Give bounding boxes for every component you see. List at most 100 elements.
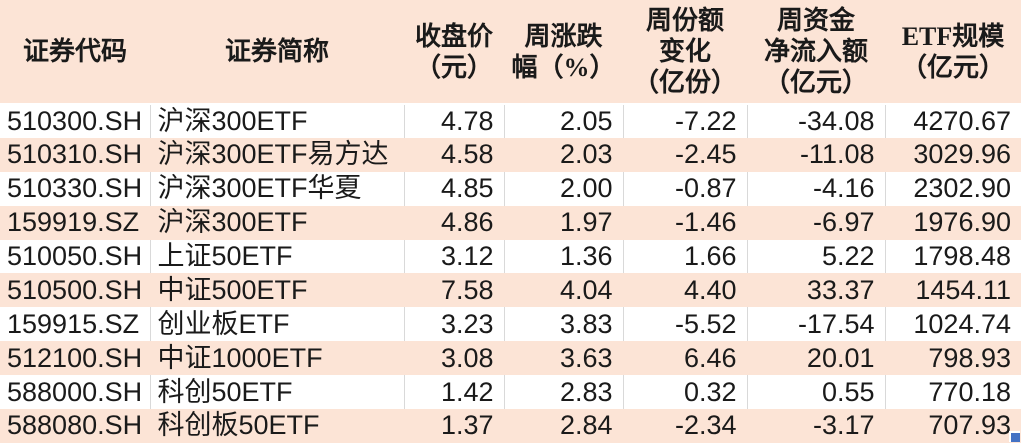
cell-name[interactable]: 科创50ETF bbox=[150, 375, 405, 410]
cell-name[interactable]: 科创板50ETF bbox=[150, 409, 405, 443]
cell-name[interactable]: 沪深300ETF bbox=[150, 104, 405, 138]
cell-name[interactable]: 创业板ETF bbox=[150, 307, 405, 342]
cell-week-chg[interactable]: 2.00 bbox=[504, 171, 624, 206]
cell-scale[interactable]: 770.18 bbox=[885, 375, 1021, 410]
cell-close[interactable]: 1.42 bbox=[404, 375, 505, 410]
cell-code[interactable]: 159919.SZ bbox=[0, 205, 151, 240]
cell-code[interactable]: 510330.SH bbox=[0, 171, 151, 206]
cell-net-inflow[interactable]: 33.37 bbox=[747, 273, 886, 308]
table-row: 510330.SH 沪深300ETF华夏 4.85 2.00 -0.87 -4.16 230… bbox=[0, 171, 1021, 206]
cell-week-chg[interactable]: 2.03 bbox=[504, 137, 624, 172]
table-row: 510050.SH 上证50ETF 3.12 1.36 1.66 5.22 1798.48 bbox=[0, 239, 1021, 274]
cell-code[interactable]: 510050.SH bbox=[0, 239, 151, 274]
cell-week-chg[interactable]: 3.83 bbox=[504, 307, 624, 342]
cell-close[interactable]: 4.78 bbox=[404, 104, 505, 138]
cell-close[interactable]: 7.58 bbox=[404, 273, 505, 308]
column-header-scale[interactable]: ETF规模 （亿元） bbox=[885, 0, 1021, 105]
cell-scale[interactable]: 707.93 bbox=[885, 409, 1021, 443]
header-line: 变化 bbox=[658, 37, 711, 66]
column-header-week-chg[interactable]: 周涨跌 幅（%） bbox=[504, 0, 623, 105]
cell-share-chg[interactable]: -5.52 bbox=[623, 307, 748, 342]
column-header-close[interactable]: 收盘价 （元） bbox=[404, 0, 504, 105]
cell-net-inflow[interactable]: 5.22 bbox=[747, 239, 886, 274]
header-line: （亿元） bbox=[763, 68, 868, 97]
cell-scale[interactable]: 3029.96 bbox=[885, 137, 1021, 172]
table-row: 159919.SZ 沪深300ETF 4.86 1.97 -1.46 -6.97 1976.… bbox=[0, 205, 1021, 240]
cell-share-chg[interactable]: 1.66 bbox=[623, 239, 748, 274]
cell-week-chg[interactable]: 1.97 bbox=[504, 205, 624, 240]
header-line: 证券简称 bbox=[224, 37, 329, 66]
cell-week-chg[interactable]: 4.04 bbox=[504, 273, 624, 308]
column-header-net-inflow[interactable]: 周资金 净流入额 （亿元） bbox=[747, 0, 885, 105]
cell-share-chg[interactable]: 6.46 bbox=[623, 341, 748, 376]
table-row: 588080.SH 科创板50ETF 1.37 2.84 -2.34 -3.17 707.9… bbox=[0, 409, 1021, 443]
header-line: （元） bbox=[414, 52, 493, 82]
cell-close[interactable]: 4.86 bbox=[404, 205, 505, 240]
cell-close[interactable]: 3.12 bbox=[404, 239, 505, 274]
cell-code[interactable]: 510500.SH bbox=[0, 273, 151, 308]
cell-name[interactable]: 沪深300ETF华夏 bbox=[150, 171, 405, 206]
cell-net-inflow[interactable]: -11.08 bbox=[747, 137, 886, 172]
header-row: 证券代码 证券简称 收盘价 （元） 周涨跌 幅（%） 周份额 变化 （亿份） 周资金 净流入额 （亿元… bbox=[0, 0, 1021, 105]
table-row: 512100.SH 中证1000ETF 3.08 3.63 6.46 20.01 798.9… bbox=[0, 341, 1021, 376]
cell-name[interactable]: 沪深300ETF bbox=[150, 205, 405, 240]
cell-share-chg[interactable]: -1.46 bbox=[623, 205, 748, 240]
cell-share-chg[interactable]: -2.45 bbox=[623, 137, 748, 172]
column-header-share-chg[interactable]: 周份额 变化 （亿份） bbox=[623, 0, 747, 105]
cell-net-inflow[interactable]: 0.55 bbox=[747, 375, 886, 410]
cell-net-inflow[interactable]: -3.17 bbox=[747, 409, 886, 443]
cell-net-inflow[interactable]: 20.01 bbox=[747, 341, 886, 376]
cell-close[interactable]: 3.08 bbox=[404, 341, 505, 376]
cell-close[interactable]: 4.85 bbox=[404, 171, 505, 206]
cell-scale[interactable]: 1976.90 bbox=[885, 205, 1021, 240]
cell-share-chg[interactable]: -0.87 bbox=[623, 171, 748, 206]
cell-share-chg[interactable]: -7.22 bbox=[623, 104, 748, 138]
cell-share-chg[interactable]: 4.40 bbox=[623, 273, 748, 308]
header-line: 周资金 bbox=[776, 6, 855, 35]
cell-week-chg[interactable]: 2.83 bbox=[504, 375, 624, 410]
cell-net-inflow[interactable]: -6.97 bbox=[747, 205, 886, 240]
cell-scale[interactable]: 4270.67 bbox=[885, 104, 1021, 138]
cell-name[interactable]: 沪深300ETF易方达 bbox=[150, 137, 405, 172]
cell-week-chg[interactable]: 2.05 bbox=[504, 104, 624, 138]
cell-name[interactable]: 上证50ETF bbox=[150, 239, 405, 274]
header-line: （亿份） bbox=[632, 68, 737, 97]
cell-name[interactable]: 中证500ETF bbox=[150, 273, 405, 308]
column-header-name[interactable]: 证券简称 bbox=[150, 0, 404, 105]
cell-scale[interactable]: 1798.48 bbox=[885, 239, 1021, 274]
header-line: ETF规模 bbox=[901, 21, 1005, 51]
header-line: 周涨跌 bbox=[524, 21, 603, 51]
header-line: 净流入额 bbox=[763, 37, 868, 66]
cell-code[interactable]: 588080.SH bbox=[0, 409, 151, 443]
cell-code[interactable]: 159915.SZ bbox=[0, 307, 151, 342]
cell-close[interactable]: 3.23 bbox=[404, 307, 505, 342]
cell-name[interactable]: 中证1000ETF bbox=[150, 341, 405, 376]
cell-scale[interactable]: 2302.90 bbox=[885, 171, 1021, 206]
header-line: 周份额 bbox=[645, 6, 724, 35]
cell-scale[interactable]: 798.93 bbox=[885, 341, 1021, 376]
header-line: （亿元） bbox=[900, 52, 1005, 82]
cell-net-inflow[interactable]: -17.54 bbox=[747, 307, 886, 342]
cell-net-inflow[interactable]: -34.08 bbox=[747, 104, 886, 138]
cell-net-inflow[interactable]: -4.16 bbox=[747, 171, 886, 206]
column-header-code[interactable]: 证券代码 bbox=[0, 0, 150, 105]
cell-code[interactable]: 510300.SH bbox=[0, 104, 151, 138]
cell-share-chg[interactable]: -2.34 bbox=[623, 409, 748, 443]
cell-code[interactable]: 512100.SH bbox=[0, 341, 151, 376]
cell-close[interactable]: 1.37 bbox=[404, 409, 505, 443]
cell-scale[interactable]: 1454.11 bbox=[885, 273, 1021, 308]
cell-scale[interactable]: 1024.74 bbox=[885, 307, 1021, 342]
cell-code[interactable]: 588000.SH bbox=[0, 375, 151, 410]
cell-week-chg[interactable]: 2.84 bbox=[504, 409, 624, 443]
cell-code[interactable]: 510310.SH bbox=[0, 137, 151, 172]
cell-week-chg[interactable]: 3.63 bbox=[504, 341, 624, 376]
cell-share-chg[interactable]: 0.32 bbox=[623, 375, 748, 410]
cell-close[interactable]: 4.58 bbox=[404, 137, 505, 172]
cell-week-chg[interactable]: 1.36 bbox=[504, 239, 624, 274]
table-row: 510300.SH 沪深300ETF 4.78 2.05 -7.22 -34.08 4270… bbox=[0, 104, 1021, 138]
table-row: 510310.SH 沪深300ETF易方达 4.58 2.03 -2.45 -11.08 3… bbox=[0, 137, 1021, 172]
header-line: 幅（%） bbox=[511, 52, 616, 82]
header-line: 证券代码 bbox=[22, 37, 127, 66]
selection-fill-handle[interactable] bbox=[1011, 433, 1020, 442]
